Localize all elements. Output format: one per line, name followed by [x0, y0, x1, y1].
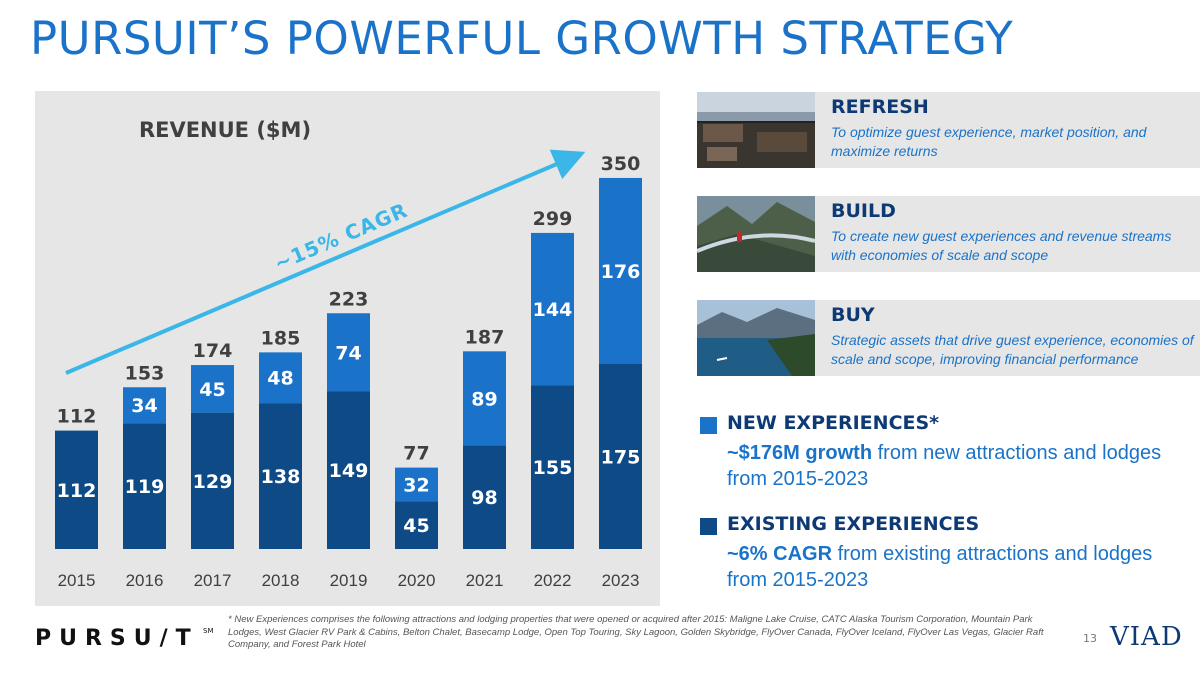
legend-new-desc: ~$176M growth from new attractions and l… — [727, 440, 1177, 492]
label-new-2021: 89 — [471, 388, 497, 410]
label-new-2019: 74 — [335, 342, 361, 364]
bar-new-2022 — [531, 232, 574, 386]
bar-existing-2017 — [191, 412, 234, 549]
label-existing-2018: 138 — [261, 466, 301, 488]
revenue-chart-panel: REVENUE ($M) 112 112 2015 119 34 153 2016 129 45… — [35, 91, 660, 606]
legend-existing-title: EXISTING EXPERIENCES — [727, 513, 980, 535]
viad-logo: VIAD — [1110, 622, 1183, 652]
label-existing-2015: 112 — [57, 480, 97, 502]
card-refresh: REFRESH To optimize guest experience, mar… — [697, 92, 1200, 168]
bar-new-2021 — [463, 351, 506, 446]
label-new-2023: 176 — [601, 261, 641, 283]
tick-label-2017: 2017 — [194, 571, 232, 590]
legend-new-text: from new attractions and lodges from 201… — [727, 442, 1162, 490]
bar-existing-2016 — [123, 423, 166, 549]
tick-label-2015: 2015 — [58, 571, 96, 590]
bar-new-2018 — [259, 352, 302, 404]
card-description: To create new guest experiences and reve… — [831, 228, 1172, 263]
tick-label-2020: 2020 — [398, 571, 436, 590]
bar-existing-2022 — [531, 385, 574, 549]
bar-new-2019 — [327, 313, 370, 392]
tick-label-2018: 2018 — [262, 571, 300, 590]
bar-existing-2020 — [395, 501, 438, 549]
card-build: BUILD To create new guest experiences and… — [697, 196, 1200, 272]
label-new-2018: 48 — [267, 368, 293, 390]
label-existing-2022: 155 — [533, 457, 573, 479]
legend-existing-experiences: EXISTING EXPERIENCES ~6% CAGR from exist… — [700, 513, 1180, 593]
bar-new-2017 — [191, 365, 234, 413]
page-number: 13 — [1083, 632, 1097, 645]
label-existing-2021: 98 — [471, 487, 497, 509]
cagr-arrow — [65, 149, 586, 375]
legend-existing-desc: ~6% CAGR from existing attractions and l… — [727, 541, 1177, 593]
label-existing-2017: 129 — [193, 471, 233, 493]
tick-label-2019: 2019 — [330, 571, 368, 590]
label-total-2022: 299 — [533, 208, 573, 230]
label-total-2018: 185 — [261, 327, 301, 349]
legend-swatch-new — [700, 417, 717, 434]
skywalk-photo — [697, 196, 815, 272]
bar-existing-2015 — [55, 430, 98, 549]
legend-swatch-existing — [700, 518, 717, 535]
label-new-2022: 144 — [533, 299, 573, 321]
pursuit-logo-mark: SM — [203, 627, 214, 635]
label-existing-2019: 149 — [329, 460, 369, 482]
card-description: Strategic assets that drive guest experi… — [831, 332, 1194, 367]
footnote: * New Experiences comprises the followin… — [228, 614, 1044, 650]
label-new-2017: 45 — [199, 379, 225, 401]
tick-label-2022: 2022 — [534, 571, 572, 590]
card-buy: BUY Strategic assets that drive guest exp… — [697, 300, 1200, 376]
label-total-2023: 350 — [601, 153, 641, 175]
label-new-2020: 32 — [403, 475, 429, 497]
label-total-2019: 223 — [329, 288, 369, 310]
page-title: PURSUIT’S POWERFUL GROWTH STRATEGY — [30, 12, 1014, 65]
lake-photo — [697, 300, 815, 376]
label-total-2015: 112 — [57, 406, 97, 428]
bar-existing-2023 — [599, 364, 642, 549]
legend-existing-highlight: ~6% CAGR — [727, 543, 833, 565]
label-total-2016: 153 — [125, 362, 165, 384]
revenue-chart: REVENUE ($M) 112 112 2015 119 34 153 2016 129 45… — [55, 118, 642, 590]
card-heading: REFRESH — [831, 96, 929, 118]
label-new-2016: 34 — [131, 395, 157, 417]
card-description: To optimize guest experience, market pos… — [831, 124, 1147, 159]
tick-label-2021: 2021 — [466, 571, 504, 590]
legend-new-highlight: ~$176M growth — [727, 442, 873, 464]
bar-existing-2018 — [259, 403, 302, 549]
card-heading: BUILD — [831, 200, 896, 222]
label-total-2020: 77 — [403, 443, 429, 465]
bar-new-2020 — [395, 467, 438, 502]
label-existing-2020: 45 — [403, 515, 429, 537]
pursuit-logo: PURSU/T — [35, 626, 199, 651]
legend-existing-text: from existing attractions and lodges fro… — [727, 543, 1153, 591]
bar-existing-2021 — [463, 445, 506, 549]
label-existing-2016: 119 — [125, 476, 165, 498]
legend-new-experiences: NEW EXPERIENCES* ~$176M growth from new … — [700, 412, 1180, 492]
tick-label-2023: 2023 — [602, 571, 640, 590]
tick-label-2016: 2016 — [126, 571, 164, 590]
bar-new-2016 — [123, 387, 166, 424]
restaurant-photo — [697, 92, 815, 168]
legend-new-title: NEW EXPERIENCES* — [727, 412, 940, 434]
label-total-2017: 174 — [193, 340, 233, 362]
bar-existing-2019 — [327, 391, 370, 549]
bar-new-2023 — [599, 177, 642, 364]
card-heading: BUY — [831, 304, 875, 326]
label-total-2021: 187 — [465, 326, 505, 348]
chart-title: REVENUE ($M) — [139, 118, 311, 142]
label-existing-2023: 175 — [601, 447, 641, 469]
